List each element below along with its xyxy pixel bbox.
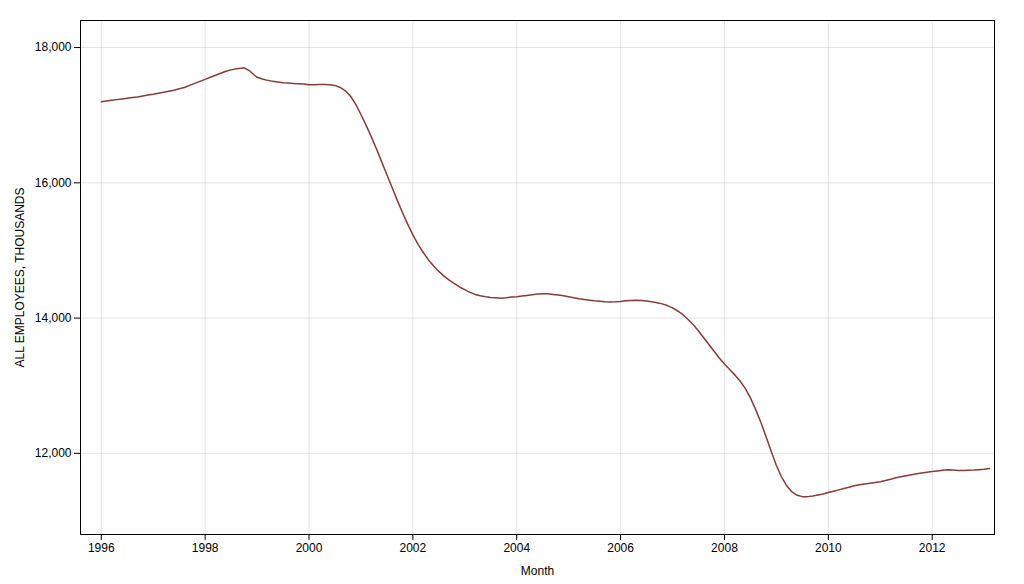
- svg-text:ALL EMPLOYEES, THOUSANDS: ALL EMPLOYEES, THOUSANDS: [13, 187, 27, 367]
- svg-text:1996: 1996: [88, 541, 115, 555]
- svg-text:2012: 2012: [919, 541, 946, 555]
- svg-text:2000: 2000: [296, 541, 323, 555]
- svg-text:Month: Month: [521, 564, 554, 578]
- svg-text:18,000: 18,000: [35, 40, 72, 54]
- svg-text:16,000: 16,000: [35, 176, 72, 190]
- svg-text:14,000: 14,000: [35, 311, 72, 325]
- svg-text:2008: 2008: [711, 541, 738, 555]
- svg-text:2010: 2010: [815, 541, 842, 555]
- svg-text:12,000: 12,000: [35, 446, 72, 460]
- svg-text:2002: 2002: [400, 541, 427, 555]
- svg-text:2004: 2004: [503, 541, 530, 555]
- svg-text:2006: 2006: [607, 541, 634, 555]
- svg-text:1998: 1998: [192, 541, 219, 555]
